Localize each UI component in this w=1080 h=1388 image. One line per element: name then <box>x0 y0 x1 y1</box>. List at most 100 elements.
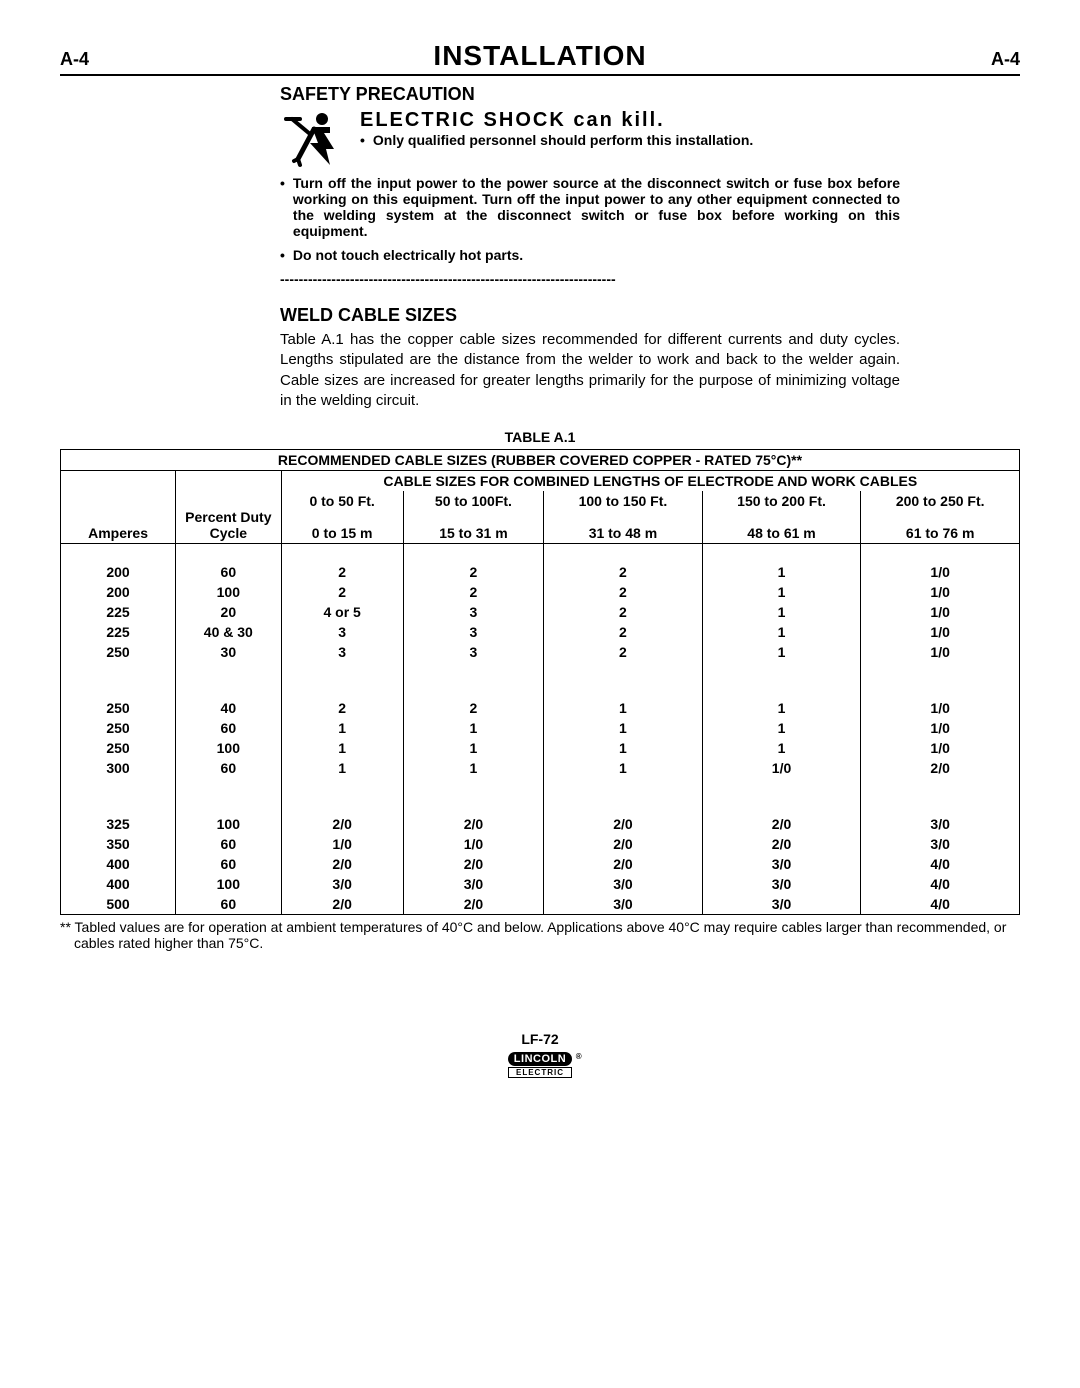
table-row: 3251002/02/02/02/03/0 <box>61 814 1020 834</box>
table-cell: 40 <box>176 698 281 718</box>
table-cell: 250 <box>61 718 176 738</box>
table-cell: 30 <box>176 642 281 662</box>
table-cell: 3/0 <box>281 874 403 894</box>
table-cell: 2/0 <box>702 834 861 854</box>
table-cell: 1/0 <box>702 758 861 778</box>
table-a1: TABLE A.1 RECOMMENDED CABLE SIZES (RUBBE… <box>60 429 1020 951</box>
table-row: 4001003/03/03/03/04/0 <box>61 874 1020 894</box>
table-cell: 2/0 <box>281 814 403 834</box>
table-cell: 1 <box>544 738 703 758</box>
weld-paragraph: Table A.1 has the copper cable sizes rec… <box>280 330 900 411</box>
table-row: 2504022111/0 <box>61 698 1020 718</box>
table-cell: 200 <box>61 582 176 602</box>
table-cell: 2 <box>281 698 403 718</box>
table-cell: 250 <box>61 738 176 758</box>
table-cell: 3/0 <box>702 894 861 915</box>
table-cell: 3/0 <box>403 874 543 894</box>
table-footnote: ** Tabled values are for operation at am… <box>60 919 1020 951</box>
table-cell: 60 <box>176 854 281 874</box>
table-cell: 1 <box>544 758 703 778</box>
table-cell: 3/0 <box>544 894 703 915</box>
table-cell: 3/0 <box>861 814 1020 834</box>
table-row: 225204 or 53211/0 <box>61 602 1020 622</box>
shock-icon <box>280 109 350 169</box>
table-cell: 1/0 <box>861 642 1020 662</box>
table-cell: 20 <box>176 602 281 622</box>
table-cell: 250 <box>61 642 176 662</box>
bullet-dot-icon: • <box>280 175 285 239</box>
table-row: 20010022211/0 <box>61 582 1020 602</box>
table-cell: 1 <box>544 698 703 718</box>
table-cell: 1/0 <box>861 582 1020 602</box>
table-row: 400602/02/02/03/04/0 <box>61 854 1020 874</box>
table-cell: 1 <box>281 718 403 738</box>
table-cell: 3 <box>403 642 543 662</box>
table-cell: 2 <box>544 562 703 582</box>
safety-bullet: • Only qualified personnel should perfor… <box>360 132 753 148</box>
table-cell: 2 <box>403 562 543 582</box>
table-row: 2506011111/0 <box>61 718 1020 738</box>
table-row: 25010011111/0 <box>61 738 1020 758</box>
col-range-0: 0 to 50 Ft. 0 to 15 m <box>281 491 403 544</box>
table-cell: 2/0 <box>861 758 1020 778</box>
safety-bullet-text: Only qualified personnel should perform … <box>373 132 753 148</box>
table-cell: 225 <box>61 622 176 642</box>
table-cell: 1/0 <box>861 622 1020 642</box>
table-cell: 2 <box>544 582 703 602</box>
col-duty-label: Percent Duty Cycle <box>185 509 271 541</box>
table-cell: 1 <box>544 718 703 738</box>
table-cell: 2 <box>281 582 403 602</box>
table-cell: 400 <box>61 874 176 894</box>
table-cell: 225 <box>61 602 176 622</box>
table-cell: 2/0 <box>281 894 403 915</box>
table-cell: 1 <box>702 602 861 622</box>
col-duty: Percent Duty Cycle <box>176 491 281 544</box>
col-range-2: 100 to 150 Ft. 31 to 48 m <box>544 491 703 544</box>
weld-heading: WELD CABLE SIZES <box>280 305 900 326</box>
table-cell: 325 <box>61 814 176 834</box>
table-cell: 1 <box>702 698 861 718</box>
table-cell: 60 <box>176 894 281 915</box>
table-cell: 100 <box>176 874 281 894</box>
table-cell: 100 <box>176 582 281 602</box>
table-cell: 1/0 <box>403 834 543 854</box>
table-cell: 3/0 <box>702 874 861 894</box>
table-cell: 2 <box>281 562 403 582</box>
logo-brand-top: LINCOLN ® <box>508 1052 572 1066</box>
footer-model: LF-72 <box>60 1031 1020 1047</box>
table-cell: 200 <box>61 562 176 582</box>
table-cell: 2/0 <box>544 814 703 834</box>
table-cell: 60 <box>176 718 281 738</box>
table-cell: 3 <box>403 602 543 622</box>
table-cell: 3/0 <box>861 834 1020 854</box>
table-top-caption: RECOMMENDED CABLE SIZES (RUBBER COVERED … <box>61 450 1020 471</box>
content-column: SAFETY PRECAUTION ELECTRIC SHOCK can kil… <box>280 84 900 411</box>
table-cell: 1 <box>403 758 543 778</box>
shock-row: ELECTRIC SHOCK can kill. • Only qualifie… <box>280 109 900 169</box>
table-cell: 60 <box>176 834 281 854</box>
table-cell: 1/0 <box>861 602 1020 622</box>
table-cell: 1 <box>702 642 861 662</box>
table-cell: 2 <box>544 622 703 642</box>
safety-bullet-text: Do not touch electrically hot parts. <box>293 247 523 263</box>
table-cell: 1/0 <box>861 718 1020 738</box>
safety-bullets-list: • Turn off the input power to the power … <box>280 175 900 263</box>
table-cell: 1 <box>281 758 403 778</box>
table-row: 300601111/02/0 <box>61 758 1020 778</box>
table-cell: 4/0 <box>861 854 1020 874</box>
table-cell: 2 <box>544 642 703 662</box>
table-cell: 2/0 <box>403 854 543 874</box>
col-range-1: 50 to 100Ft. 15 to 31 m <box>403 491 543 544</box>
table-row: 22540 & 3033211/0 <box>61 622 1020 642</box>
table-cell: 1 <box>702 738 861 758</box>
table-cell: 2 <box>403 582 543 602</box>
table-cell: 2/0 <box>281 854 403 874</box>
safety-heading: SAFETY PRECAUTION <box>280 84 900 105</box>
table-cell: 1 <box>403 738 543 758</box>
table-cell: 1 <box>281 738 403 758</box>
page-ref-right: A-4 <box>991 49 1020 70</box>
table-cell: 40 & 30 <box>176 622 281 642</box>
table-cell: 3 <box>403 622 543 642</box>
registered-icon: ® <box>576 1052 582 1061</box>
page-title: INSTALLATION <box>433 40 646 72</box>
